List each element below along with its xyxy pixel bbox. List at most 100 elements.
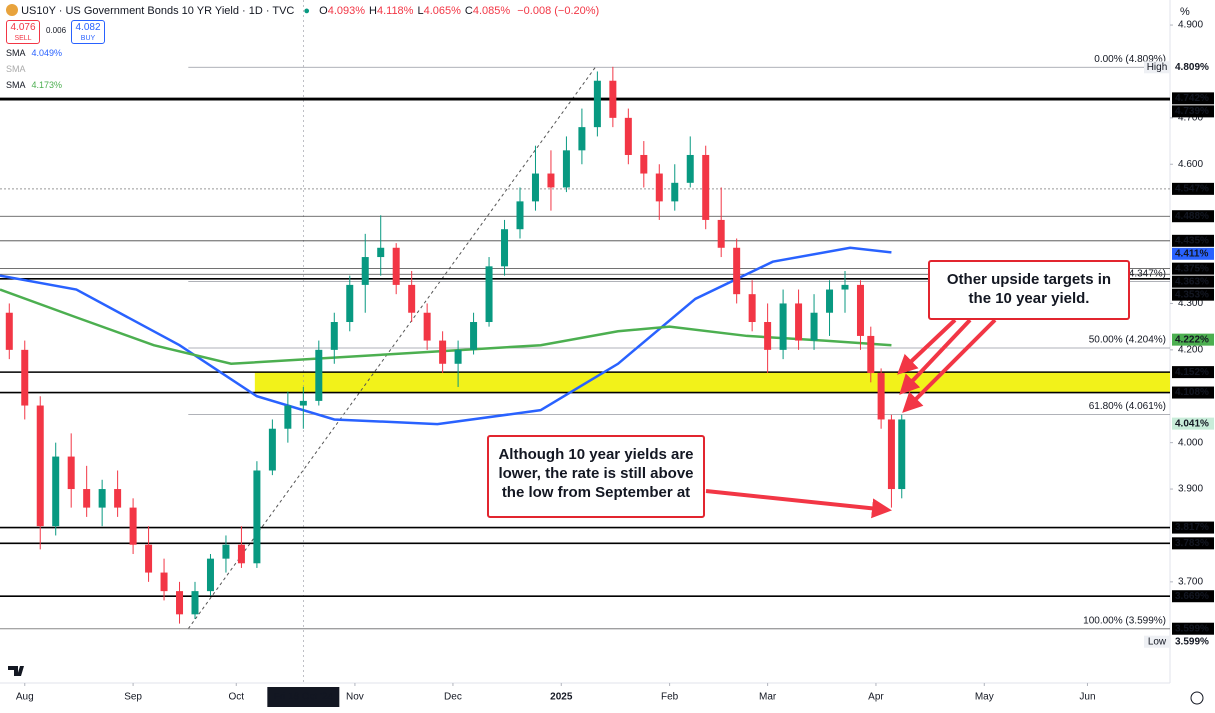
level-label-bg (1172, 386, 1214, 399)
candle-body (83, 489, 91, 508)
level-label-bg (1172, 537, 1214, 550)
candle-body (624, 117, 632, 155)
symbol-title: US10Y · US Government Bonds 10 YR Yield … (21, 5, 295, 17)
symbol-icon (6, 4, 18, 16)
indicator-name: SMA (6, 48, 26, 58)
annotation-box: Other upside targets in the 10 year yield… (928, 260, 1130, 320)
x-tick-label: Oct (228, 692, 244, 703)
candle-body (640, 154, 648, 174)
candle-body (501, 229, 509, 267)
candle-body (52, 456, 60, 527)
candle-body (826, 289, 834, 313)
level-label-bg (1172, 92, 1214, 105)
candle-body (671, 182, 679, 202)
level-label-bg (1172, 247, 1214, 260)
fib-label: 50.00% (4.204%) (1089, 335, 1166, 346)
spread: 0.006 (46, 26, 67, 35)
candle-body (856, 284, 864, 336)
tv-logo (8, 666, 24, 676)
candle-body (733, 247, 741, 295)
level-tag-bg (1144, 61, 1170, 74)
level-label-bg (1172, 417, 1214, 430)
level-label: 4.809% (1175, 62, 1209, 73)
ohlc-key: H (369, 5, 377, 17)
indicator-row: SMA (6, 64, 32, 74)
candle-body (36, 405, 44, 527)
level-label: 4.742% (1175, 93, 1209, 104)
candle-body (114, 489, 122, 508)
ohlc-key: L (417, 5, 424, 17)
y-tick-label: 4.600 (1178, 159, 1203, 170)
annotation-line: Other upside targets in (946, 271, 1112, 288)
candle-body (299, 400, 307, 406)
y-tick-label: 4.900 (1178, 20, 1203, 31)
indicator-row: SMA 4.173% (6, 80, 62, 90)
arrow (899, 318, 972, 395)
annotation-box: Although 10 year yields are lower, the ra… (487, 435, 705, 518)
level-label: 4.375% (1175, 263, 1209, 274)
candle-body (795, 303, 803, 341)
level-label-bg (1172, 366, 1214, 379)
y-tick-label: 3.900 (1178, 484, 1203, 495)
sell-button[interactable]: 4.076 SELL (6, 20, 40, 44)
arrow (902, 318, 997, 413)
candle-body (485, 266, 493, 323)
ohlc-value: 4.065% (423, 5, 461, 17)
level-label-bg (1172, 288, 1214, 301)
level-label-bg (1172, 182, 1214, 195)
level-label-bg (1172, 622, 1214, 635)
candle-body (392, 247, 400, 285)
candle-body (655, 173, 663, 202)
moving-average (0, 246, 892, 426)
level-label: 3.783% (1175, 538, 1209, 549)
crosshair-label-bg (267, 687, 340, 707)
level-label: 4.547% (1175, 183, 1209, 194)
candle-body (686, 154, 694, 183)
candle-body (5, 312, 13, 350)
level-label-bg (1172, 234, 1214, 247)
buy-price: 4.082 (75, 22, 101, 33)
candle-body (315, 349, 323, 401)
candle-body (253, 470, 261, 564)
series-layer (0, 66, 906, 624)
level-label: 4.041% (1175, 418, 1209, 429)
level-label: 3.817% (1175, 522, 1209, 533)
level-label: 4.411% (1175, 248, 1208, 259)
fib-label: 61.80% (4.061%) (1089, 401, 1166, 412)
candle-body (67, 456, 75, 490)
y-tick-label: 3.700 (1178, 576, 1203, 587)
fib-label: 0.00% (4.809%) (1094, 54, 1166, 65)
annotation-line: the 10 year yield. (968, 290, 1090, 307)
annotation-line: lower, the rate is still above (498, 465, 694, 482)
ohlc-key: C (464, 5, 473, 17)
candle-body (779, 303, 787, 350)
level-label-bg (1172, 262, 1214, 275)
arrow (897, 318, 957, 375)
level-label: 4.108% (1175, 387, 1209, 398)
y-tick-label: 4.200 (1178, 344, 1203, 355)
candle-body (810, 312, 818, 341)
candle-body (887, 419, 895, 490)
candle-body (191, 591, 199, 615)
header: US10Y · US Government Bonds 10 YR Yield … (6, 4, 599, 17)
candle-body (454, 349, 462, 364)
candle-body (562, 150, 570, 188)
y-tick-label: 4.000 (1178, 437, 1203, 448)
indicator-name: SMA (6, 64, 26, 74)
indicator-row: SMA 4.049% (6, 48, 62, 58)
ohlc-value: 4.118% (376, 5, 414, 17)
candle-body (98, 489, 106, 508)
x-tick-label: Nov (346, 692, 364, 703)
candle-body (578, 127, 586, 151)
buy-button[interactable]: 4.082 BUY (71, 20, 105, 44)
settings-icon[interactable] (1190, 691, 1204, 705)
candle-body (717, 219, 725, 248)
candle-body (423, 312, 431, 341)
x-tick-label: Feb (661, 692, 679, 703)
ohlc-key: O (319, 5, 328, 17)
candle-body (841, 284, 849, 290)
scale-label: % (1180, 6, 1190, 18)
candle-body (748, 294, 756, 323)
candle-body (593, 80, 601, 128)
